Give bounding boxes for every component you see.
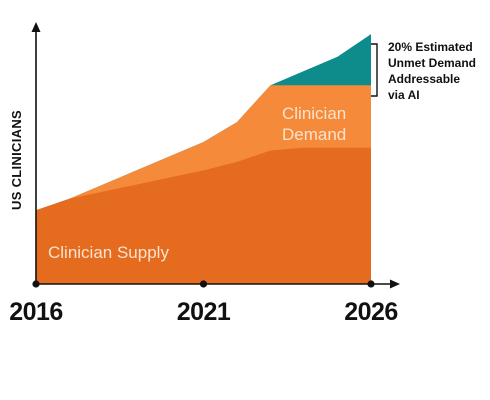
x-tick-dot-2016 (32, 280, 40, 288)
x-tick-label-2021: 2021 (177, 298, 231, 326)
annotation-line-2: Unmet Demand (388, 56, 476, 70)
x-ticks: 2016 2021 2026 (9, 280, 398, 326)
label-clinician-demand-line2: Demand (282, 125, 346, 144)
annotation-line-4: via AI (388, 88, 420, 102)
x-tick-dot-2021 (199, 280, 208, 288)
annotation-bracket (371, 43, 378, 97)
annotation-ai-unmet-demand: 20% Estimated Unmet Demand Addressable via … (388, 40, 476, 102)
y-axis-arrow (31, 22, 41, 32)
label-clinician-demand-line1: Clinician (282, 104, 346, 123)
annotation-line-1: 20% Estimated (388, 40, 473, 54)
x-tick-label-2026: 2026 (344, 298, 398, 326)
x-tick-dot-2026 (367, 280, 375, 288)
annotation-line-3: Addressable (388, 72, 460, 86)
area-clinician-supply (36, 147, 371, 284)
x-axis-arrow (390, 279, 400, 289)
label-clinician-supply: Clinician Supply (48, 243, 169, 262)
x-tick-label-2016: 2016 (9, 298, 63, 326)
y-axis-label: US CLINICIANS (9, 110, 24, 210)
